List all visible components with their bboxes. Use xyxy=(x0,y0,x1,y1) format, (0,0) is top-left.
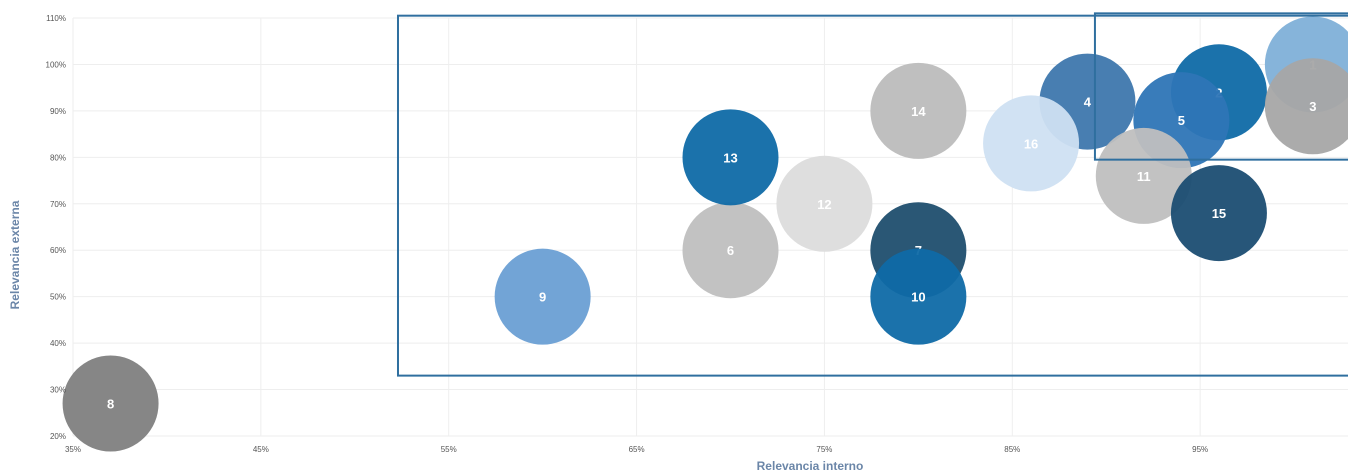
bubble-label-12: 12 xyxy=(817,197,831,212)
bubble-label-6: 6 xyxy=(727,243,734,258)
bubble-label-15: 15 xyxy=(1212,206,1226,221)
y-tick-label: 30% xyxy=(50,386,66,395)
bubble-16 xyxy=(983,95,1080,192)
bubble-6 xyxy=(682,202,779,299)
highlight-regions xyxy=(396,12,1348,377)
bubble-label-3: 3 xyxy=(1309,99,1316,114)
region-inner xyxy=(1093,12,1348,161)
x-tick-label: 35% xyxy=(65,445,81,454)
x-tick-label: 65% xyxy=(629,445,645,454)
bubble-label-9: 9 xyxy=(539,290,546,305)
y-tick-label: 60% xyxy=(50,246,66,255)
y-tick-label: 20% xyxy=(50,432,66,441)
bubble-15 xyxy=(1170,165,1267,262)
bubble-3 xyxy=(1264,58,1348,155)
x-tick-label: 75% xyxy=(816,445,832,454)
y-tick-label: 50% xyxy=(50,293,66,302)
x-axis-ticks: 35% 45% 55% 65% 75% 85% 95% xyxy=(65,445,1208,454)
y-tick-label: 40% xyxy=(50,339,66,348)
y-tick-label: 70% xyxy=(50,200,66,209)
y-axis-title: Relevancia externa xyxy=(8,200,22,309)
x-tick-label: 55% xyxy=(441,445,457,454)
region-outer xyxy=(396,14,1348,377)
bubble-label-13: 13 xyxy=(723,150,737,165)
bubble-12 xyxy=(776,155,873,252)
bubbles: 12345678910111213141516 xyxy=(62,16,1348,452)
x-tick-label: 45% xyxy=(253,445,269,454)
bubble-label-5: 5 xyxy=(1178,113,1185,128)
y-tick-label: 110% xyxy=(46,14,66,23)
bubble-label-11: 11 xyxy=(1137,169,1151,184)
x-tick-label: 85% xyxy=(1004,445,1020,454)
bubble-9 xyxy=(494,248,591,345)
bubble-11 xyxy=(1095,127,1192,224)
x-tick-label: 95% xyxy=(1192,445,1208,454)
bubble-13 xyxy=(682,109,779,206)
y-tick-label: 100% xyxy=(46,60,66,69)
bubble-8 xyxy=(62,355,159,452)
y-tick-label: 80% xyxy=(50,153,66,162)
x-axis-title: Relevancia interno xyxy=(757,459,864,473)
y-tick-label: 90% xyxy=(50,107,66,116)
bubble-label-14: 14 xyxy=(911,104,926,119)
bubble-label-8: 8 xyxy=(107,396,114,411)
bubble-14 xyxy=(870,62,967,159)
y-axis-ticks: 20% 30% 40% 50% 60% 70% 80% 90% 100% 110% xyxy=(46,14,66,441)
bubble-label-10: 10 xyxy=(911,290,925,305)
bubble-10 xyxy=(870,248,967,345)
bubble-label-16: 16 xyxy=(1024,136,1038,151)
bubble-label-4: 4 xyxy=(1084,95,1092,110)
